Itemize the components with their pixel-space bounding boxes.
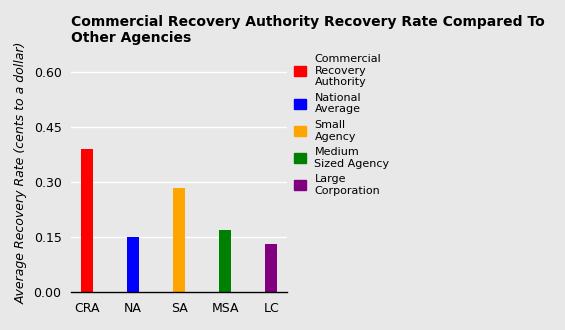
Bar [219,230,231,292]
Bar [173,187,185,292]
Bar [127,237,138,292]
Y-axis label: Average Recovery Rate (cents to a dollar): Average Recovery Rate (cents to a dollar… [15,42,28,304]
Text: Commercial Recovery Authority Recovery Rate Compared To
Other Agencies: Commercial Recovery Authority Recovery R… [71,15,545,45]
Legend: Commercial
Recovery
Authority, National
Average, Small
Agency, Medium
Sized Agen: Commercial Recovery Authority, National … [294,54,390,196]
Bar [266,245,277,292]
Bar [81,149,93,292]
